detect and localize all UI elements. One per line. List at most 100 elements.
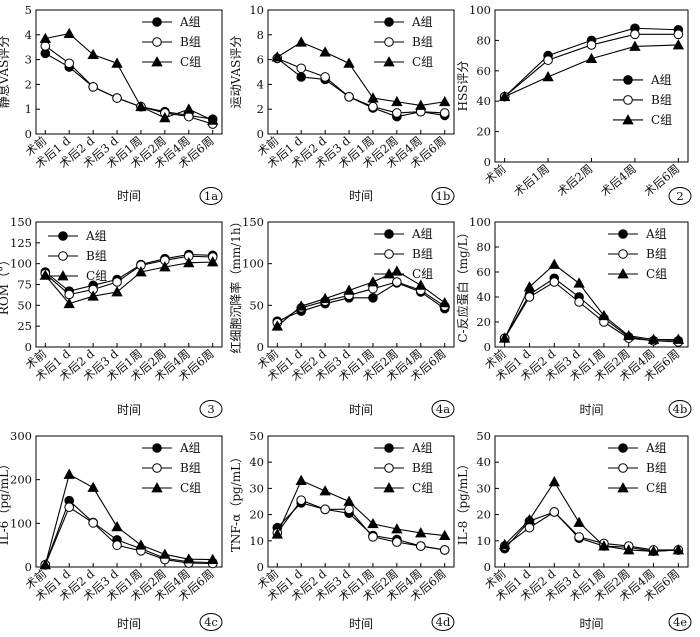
legend-marker [618, 463, 628, 473]
legend-label: A组 [650, 73, 672, 87]
y-axis-label: 静息VAS评分 [0, 36, 11, 109]
plot-frame [267, 221, 455, 348]
legend-label: A组 [645, 227, 667, 241]
legend-marker [383, 268, 395, 279]
legend-label: A组 [411, 227, 433, 241]
panel-label: 3 [207, 402, 214, 416]
legend: A组 B组 C组 [613, 73, 672, 127]
data-point-2 [439, 545, 450, 555]
legend-label: C组 [651, 113, 672, 127]
y-tick-label: 10 [476, 534, 491, 548]
legend-marker [384, 229, 394, 239]
y-axis-label: HSS评分 [456, 61, 470, 112]
data-point-3 [87, 481, 99, 492]
y-tick-label: 125 [10, 236, 32, 250]
x-axis-label: 时间 [117, 189, 141, 203]
panel-label-ellipse [431, 613, 455, 631]
x-axis-label: 时间 [579, 617, 603, 631]
legend-label: A组 [645, 441, 667, 455]
series-line-3 [276, 270, 446, 327]
legend-label: C组 [180, 481, 201, 495]
panel-label-ellipse [199, 187, 223, 205]
panel-label: 1a [204, 189, 218, 203]
data-point-2 [112, 277, 122, 287]
y-tick-label: 60 [476, 265, 491, 279]
data-point-1 [296, 72, 307, 82]
legend-label: B组 [180, 35, 201, 49]
y-tick-label: 20 [476, 125, 491, 139]
legend-label: C组 [412, 267, 433, 281]
legend-label: C组 [180, 55, 201, 69]
y-tick-label: 25 [17, 319, 32, 333]
legend-marker [151, 56, 163, 67]
data-point-2 [415, 541, 426, 551]
data-point-2 [344, 504, 354, 515]
data-point-3 [573, 277, 585, 288]
data-point-2 [439, 108, 450, 118]
legend-label: B组 [651, 93, 672, 107]
data-point-2 [296, 63, 307, 74]
data-point-2 [112, 540, 122, 550]
panel-label-ellipse [431, 187, 455, 205]
data-point-3 [367, 517, 379, 529]
data-point-3 [647, 545, 660, 556]
data-point-2 [586, 40, 597, 50]
legend-marker [152, 463, 162, 473]
plot-frame [267, 9, 455, 135]
legend-marker [58, 231, 68, 241]
panel-label-ellipse [199, 400, 223, 418]
x-axis-label: 时间 [579, 403, 603, 417]
legend-marker [623, 95, 633, 105]
data-point-2 [64, 289, 75, 300]
y-axis-label: ROM（°） [0, 254, 11, 315]
legend: A组 B组 C组 [142, 15, 201, 69]
data-point-3 [87, 48, 99, 60]
y-tick-label: 2 [25, 77, 32, 91]
panel-label-ellipse [199, 613, 223, 631]
data-point-3 [135, 100, 147, 112]
data-point-3 [207, 114, 219, 125]
y-tick-label: 50 [476, 429, 491, 443]
data-point-3 [623, 329, 635, 341]
data-point-3 [159, 261, 171, 272]
y-tick-label: 60 [476, 64, 491, 78]
y-axis-label: 红细胞沉降率（mm/1h） [228, 215, 243, 353]
y-tick-label: 0 [25, 560, 32, 574]
data-point-3 [319, 292, 331, 304]
legend: A组 B组 C组 [48, 229, 107, 283]
legend-label: A组 [411, 15, 433, 29]
data-point-2 [543, 55, 553, 65]
legend-label: C组 [412, 55, 433, 69]
y-tick-label: 30 [476, 481, 491, 495]
y-tick-label: 0 [257, 340, 264, 354]
data-point-2 [574, 297, 584, 307]
data-point-3 [295, 36, 307, 47]
y-tick-label: 80 [476, 240, 491, 254]
y-tick-label: 100 [10, 516, 32, 530]
legend-marker [152, 37, 162, 47]
x-axis-label: 时间 [349, 403, 373, 417]
legend-marker [152, 17, 162, 27]
y-tick-label: 2 [257, 102, 264, 116]
y-tick-label: 0 [257, 127, 264, 141]
data-point-3 [439, 95, 451, 107]
plot-frame [494, 435, 689, 568]
data-point-2 [574, 532, 584, 542]
data-point-3 [183, 103, 195, 114]
data-point-2 [88, 82, 98, 92]
data-point-3 [623, 544, 635, 555]
data-point-3 [391, 523, 403, 534]
legend-label: B组 [412, 247, 433, 261]
x-axis-label: 时间 [349, 189, 373, 203]
data-point-2 [392, 108, 402, 118]
y-tick-label: 75 [17, 278, 32, 292]
legend-marker [618, 249, 628, 259]
data-point-3 [523, 281, 536, 292]
data-point-3 [498, 332, 511, 343]
legend-label: B组 [646, 461, 667, 475]
